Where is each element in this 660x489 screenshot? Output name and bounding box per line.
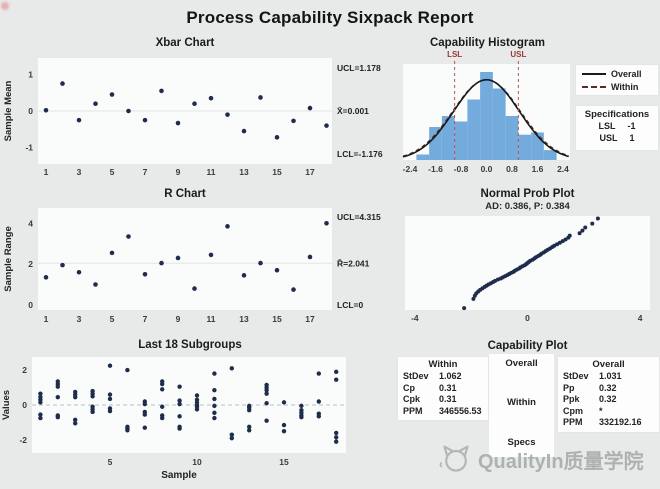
- svg-text:LSL: LSL: [447, 50, 462, 59]
- specifications-box: Specifications LSL -1 USL 1: [575, 105, 659, 151]
- watermark-text: QualityIn质量学院: [478, 450, 644, 473]
- histogram-canvas: LSL USL -2.4 -1.6 -0.8 0.0 0.8 1.6 2.4: [403, 50, 570, 174]
- svg-text:17: 17: [305, 314, 315, 324]
- stat-row: PPM 332192.16: [563, 417, 642, 427]
- stat-row: Cpk 0.31: [403, 394, 457, 404]
- svg-text:3: 3: [77, 167, 82, 177]
- spec-row-lsl: LSL -1: [598, 121, 636, 131]
- stat-row: Cpm *: [563, 405, 603, 416]
- prob-plot-canvas: -4 0 4: [405, 216, 650, 323]
- svg-text:5: 5: [108, 457, 113, 467]
- svg-text:Sample Range: Sample Range: [3, 226, 14, 291]
- legend-item-within: Within: [576, 80, 658, 93]
- svg-text:5: 5: [110, 314, 115, 324]
- svg-text:17: 17: [305, 167, 315, 177]
- r-chart-title: R Chart: [164, 188, 206, 200]
- svg-text:15: 15: [272, 314, 282, 324]
- overall-stats-box: Overall StDev 1.031 Pp 0.32 Ppk 0.32 Cpm * P…: [557, 356, 660, 433]
- specifications-title: Specifications: [584, 109, 650, 120]
- svg-text:USL: USL: [510, 50, 526, 59]
- capability-interval-box: Overall Within Specs: [489, 354, 554, 457]
- svg-text:Values: Values: [1, 390, 12, 420]
- svg-text:3: 3: [77, 314, 82, 324]
- svg-text:1: 1: [44, 314, 49, 324]
- cat-logo-icon: [439, 445, 469, 472]
- within-line-icon: [582, 85, 606, 88]
- svg-text:7: 7: [143, 167, 148, 177]
- svg-text:2: 2: [28, 259, 33, 269]
- within-stats-header: Within: [428, 359, 458, 370]
- svg-text:9: 9: [176, 314, 181, 324]
- svg-text:2: 2: [22, 365, 27, 375]
- svg-text:0.8: 0.8: [506, 164, 518, 174]
- svg-text:15: 15: [272, 167, 282, 177]
- prob-plot-title: Normal Prob Plot: [480, 188, 575, 200]
- stat-row: PPM 346556.53: [403, 405, 482, 416]
- svg-text:R̄=2.041: R̄=2.041: [337, 258, 370, 268]
- svg-text:11: 11: [207, 314, 216, 324]
- svg-text:1.6: 1.6: [532, 164, 544, 174]
- svg-text:1: 1: [28, 69, 33, 79]
- svg-text:15: 15: [279, 457, 289, 467]
- svg-text:2.4: 2.4: [557, 164, 569, 174]
- svg-text:4: 4: [28, 218, 33, 228]
- overall-stats-header: Overall: [592, 359, 625, 370]
- svg-text:-4: -4: [411, 313, 419, 323]
- within-stats-box: Within StDev 1.062 Cp 0.31 Cpk 0.31 PPM 3465…: [397, 356, 489, 421]
- svg-text:13: 13: [239, 314, 249, 324]
- last18-canvas: -2 0 2 5 10 15 Values Sample: [1, 357, 346, 481]
- svg-text:10: 10: [192, 457, 202, 467]
- svg-text:-1.6: -1.6: [428, 164, 443, 174]
- overall-line-icon: [582, 72, 606, 75]
- svg-text:LCL=-1.176: LCL=-1.176: [337, 149, 383, 159]
- interval-label-within: Within: [507, 397, 536, 408]
- svg-text:Sample Mean: Sample Mean: [3, 80, 14, 141]
- svg-text:-2: -2: [19, 435, 27, 445]
- stat-row: StDev 1.062: [403, 371, 462, 381]
- svg-text:-1: -1: [25, 143, 33, 153]
- svg-text:UCL=1.178: UCL=1.178: [337, 63, 381, 73]
- svg-text:0.0: 0.0: [481, 164, 493, 174]
- stat-row: Ppk 0.32: [563, 394, 617, 404]
- stat-row: Cp 0.31: [403, 382, 457, 393]
- svg-text:5: 5: [110, 167, 115, 177]
- svg-text:4: 4: [638, 313, 643, 323]
- svg-text:1: 1: [44, 167, 49, 177]
- capability-plot-title: Capability Plot: [487, 340, 568, 352]
- svg-text:X̄=0.001: X̄=0.001: [337, 106, 369, 116]
- watermark: QualityIn质量学院: [438, 443, 644, 475]
- stat-row: Pp 0.32: [563, 382, 617, 393]
- svg-text:-0.8: -0.8: [454, 164, 469, 174]
- prob-plot-subtitle: AD: 0.386, P: 0.384: [485, 201, 570, 212]
- stat-row: StDev 1.031: [563, 371, 622, 381]
- legend-item-overall: Overall: [576, 67, 658, 80]
- svg-text:0: 0: [22, 400, 27, 410]
- svg-text:0: 0: [525, 313, 530, 323]
- last18-title: Last 18 Subgroups: [138, 339, 242, 351]
- svg-text:LCL=0: LCL=0: [337, 300, 363, 310]
- svg-text:9: 9: [176, 167, 181, 177]
- xbar-chart-title: Xbar Chart: [155, 37, 215, 49]
- svg-text:0: 0: [28, 106, 33, 116]
- interval-label-overall: Overall: [505, 358, 538, 369]
- recording-dot-icon: [1, 2, 9, 10]
- svg-text:11: 11: [207, 167, 216, 177]
- histogram-legend: Overall Within: [575, 64, 659, 96]
- svg-text:7: 7: [143, 314, 148, 324]
- svg-text:Sample: Sample: [161, 470, 197, 481]
- histogram-title: Capability Histogram: [429, 37, 546, 49]
- interval-label-specs: Specs: [507, 437, 536, 448]
- svg-text:0: 0: [28, 300, 33, 310]
- spec-row-usl: USL 1: [599, 133, 635, 143]
- svg-text:-2.4: -2.4: [403, 164, 418, 174]
- svg-text:UCL=4.315: UCL=4.315: [337, 212, 381, 222]
- svg-text:13: 13: [239, 167, 249, 177]
- page-title: Process Capability Sixpack Report: [186, 8, 474, 27]
